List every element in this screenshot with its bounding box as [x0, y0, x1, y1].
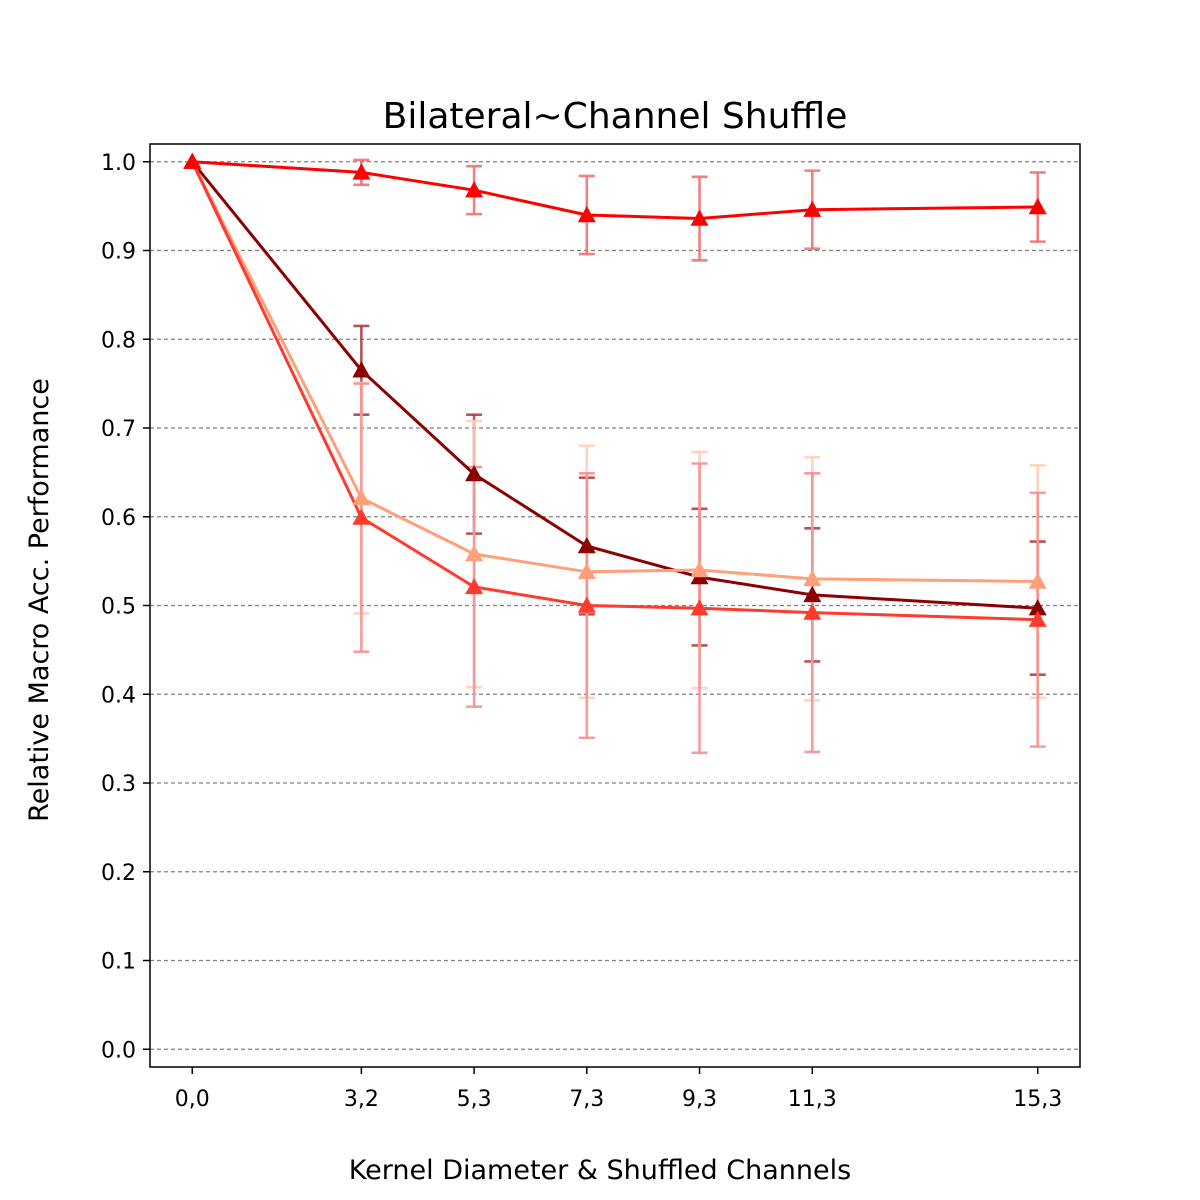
y-tick-label: 0.8 [101, 328, 136, 353]
x-axis: 0,0 3,2 5,3 7,3 9,3 11,3 15,3 [175, 1067, 1062, 1112]
chart-title: Bilateral~Channel Shuffle [383, 96, 848, 137]
data-point [352, 489, 371, 506]
y-tick-label: 0.7 [101, 417, 136, 442]
x-tick-label: 11,3 [788, 1087, 837, 1112]
data-point [1028, 572, 1047, 589]
y-tick-label: 0.4 [101, 683, 136, 708]
y-axis-label: Relative Macro Acc. Performance [24, 378, 55, 822]
data-point [690, 209, 709, 226]
data-point [183, 152, 202, 169]
data-point [1028, 198, 1047, 215]
data-point [352, 361, 371, 378]
x-tick-label: 15,3 [1013, 1087, 1062, 1112]
data-point [352, 163, 371, 180]
data-point [690, 561, 709, 578]
data-point [690, 599, 709, 616]
series-line [191, 160, 1038, 610]
data-point [577, 562, 596, 579]
x-tick-label: 0,0 [175, 1087, 210, 1112]
y-tick-label: 0.1 [101, 950, 136, 975]
data-point [465, 577, 484, 595]
data-point [577, 537, 596, 554]
series-line [190, 161, 1038, 583]
data-point [1028, 599, 1047, 616]
x-axis-label: Kernel Diameter & Shuffled Channels [349, 1155, 851, 1186]
data-point [352, 508, 371, 525]
data-point [803, 200, 822, 217]
data-point [577, 206, 596, 223]
data-point [465, 181, 484, 198]
y-tick-label: 0.3 [101, 772, 136, 797]
series-line [190, 161, 1038, 622]
grid [150, 161, 1080, 1050]
x-tick-label: 9,3 [682, 1087, 717, 1112]
y-tick-label: 0.9 [101, 240, 136, 265]
series-lines [190, 160, 1038, 622]
error-bars [353, 158, 1046, 755]
x-tick-label: 3,2 [344, 1087, 379, 1112]
data-point [803, 585, 822, 603]
data-point [465, 545, 484, 562]
y-tick-label: 0.2 [101, 861, 136, 886]
y-axis: 0.0 0.1 0.2 0.3 0.4 0.5 0.6 0.7 0.8 0.9 1.0 [101, 151, 150, 1063]
series-line [192, 160, 1038, 220]
data-point [577, 596, 596, 613]
y-tick-label: 1.0 [101, 151, 136, 176]
y-tick-label: 0.5 [101, 595, 136, 620]
x-tick-label: 5,3 [457, 1087, 492, 1112]
data-point [803, 569, 822, 587]
series-markers [183, 152, 1047, 627]
y-tick-label: 0.6 [101, 506, 136, 531]
y-tick-label: 0.0 [101, 1038, 136, 1063]
data-point [1028, 610, 1047, 627]
x-tick-label: 7,3 [569, 1087, 604, 1112]
data-point [465, 465, 484, 482]
data-point [803, 603, 822, 620]
